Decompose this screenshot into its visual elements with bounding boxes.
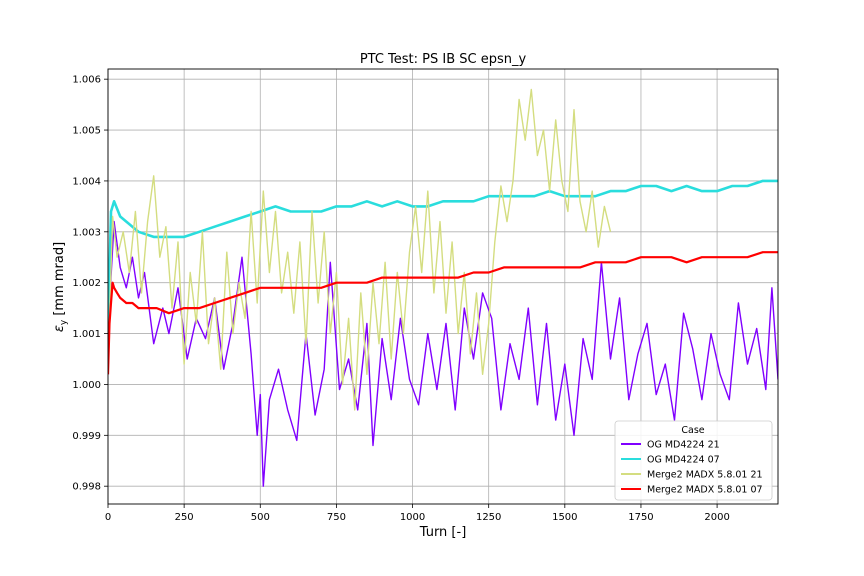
y-tick-label: 1.004 bbox=[72, 176, 101, 187]
series-line-1 bbox=[108, 220, 778, 487]
chart-title: PTC Test: PS IB SC epsn_y bbox=[360, 52, 527, 67]
y-tick-label: 1.000 bbox=[72, 380, 101, 391]
series-layer bbox=[108, 88, 778, 487]
y-tick-label: 1.005 bbox=[72, 126, 101, 137]
legend-label-1: OG MD4224 21 bbox=[647, 440, 720, 451]
legend-label-4: Merge2 MADX 5.8.01 07 bbox=[647, 485, 763, 496]
series-line-4 bbox=[108, 251, 778, 375]
x-tick-label: 750 bbox=[327, 512, 346, 523]
y-tick-label: 1.001 bbox=[72, 329, 101, 340]
x-tick-label: 1500 bbox=[552, 512, 577, 523]
legend-items: OG MD4224 21 OG MD4224 07 Merge2 MADX 5.8.… bbox=[621, 440, 763, 496]
series-line-3 bbox=[108, 88, 612, 411]
legend: Case OG MD4224 21 OG MD4224 07 Merge2 MADX… bbox=[614, 420, 773, 501]
x-tick-label: 500 bbox=[251, 512, 270, 523]
x-tick-label: 2000 bbox=[704, 512, 729, 523]
y-axis-ticks: 0.998 0.999 1.000 1.001 1.002 1.003 1.004 1.005… bbox=[72, 75, 108, 493]
x-tick-label: 1000 bbox=[400, 512, 425, 523]
y-tick-label: 0.999 bbox=[72, 431, 101, 442]
legend-label-2: OG MD4224 07 bbox=[647, 455, 720, 466]
y-tick-label: 0.998 bbox=[72, 482, 101, 493]
x-tick-label: 1250 bbox=[476, 512, 501, 523]
y-axis-label-unit: [mm mrad] bbox=[52, 242, 67, 320]
plot-frame bbox=[107, 68, 779, 505]
x-axis-label: Turn [-] bbox=[419, 525, 467, 540]
y-tick-label: 1.002 bbox=[72, 278, 101, 289]
x-tick-label: 0 bbox=[105, 512, 111, 523]
series-line-2 bbox=[108, 179, 778, 334]
x-tick-label: 1750 bbox=[628, 512, 653, 523]
legend-label-3: Merge2 MADX 5.8.01 21 bbox=[647, 470, 763, 481]
y-axis-label-subscript: y bbox=[59, 319, 69, 325]
legend-box bbox=[614, 420, 773, 501]
y-tick-label: 1.006 bbox=[72, 75, 101, 86]
x-axis-ticks: 0 250 500 750 1000 1250 1500 1750 2000 bbox=[105, 504, 730, 523]
y-tick-label: 1.003 bbox=[72, 227, 101, 238]
legend-title: Case bbox=[681, 425, 704, 436]
x-tick-label: 250 bbox=[175, 512, 194, 523]
y-axis-label-symbol: ε bbox=[52, 325, 67, 332]
y-axis-label: εy [mm mrad] bbox=[52, 242, 69, 332]
